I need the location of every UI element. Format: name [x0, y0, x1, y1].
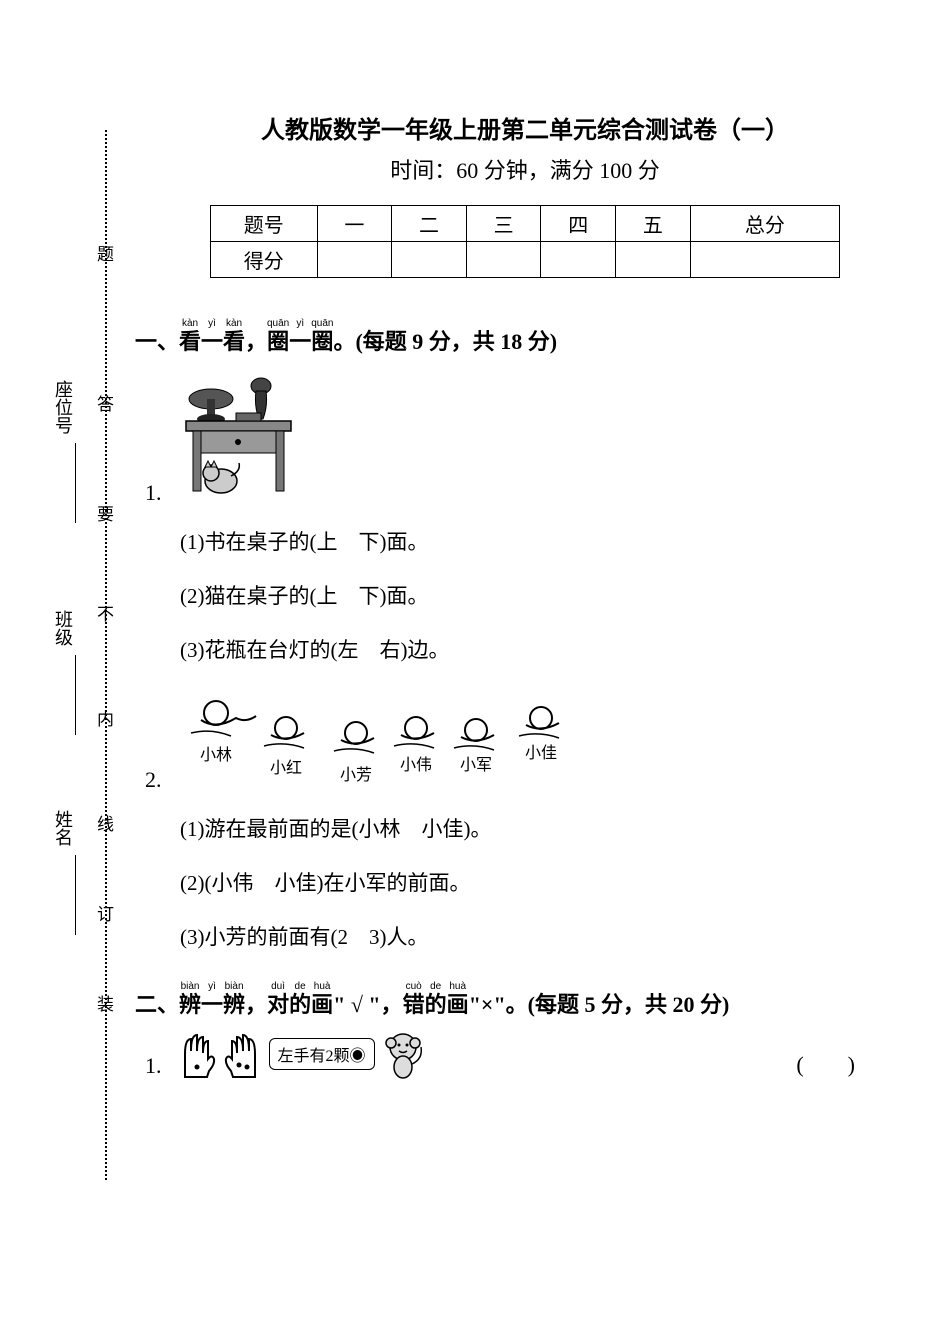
section1-tail: 。(每题 9 分，共 18 分): [333, 324, 557, 356]
swimmers-illustration-wrap: 小林 小红 小芳 小伟 小军 小佳: [186, 688, 586, 793]
cell-label-qnum: 题号: [211, 206, 318, 242]
swimmer-label-5: 小军: [459, 756, 491, 774]
table-row: 题号 一 二 三 四 五 总分: [211, 206, 840, 242]
marker-zhuang: 装: [97, 990, 114, 1015]
swimmer-label-2: 小红: [269, 759, 301, 777]
cell-col3: 三: [466, 206, 541, 242]
section2-heading: 二、 辨biàn一yì辨biàn，对duì的de画huà " √ "， 错cuò…: [135, 981, 915, 1019]
section2-q1: 1. 左手有2颗◉ ( ): [145, 1029, 915, 1079]
section1-q1: 1.: [145, 371, 915, 664]
exam-title: 人教版数学一年级上册第二单元综合测试卷（一）: [135, 110, 915, 145]
section1-number: 一、: [135, 324, 179, 356]
marker-da: 答: [97, 390, 114, 415]
cell-col5: 五: [616, 206, 691, 242]
monkey-icon: [381, 1029, 426, 1079]
label-name: 姓名: [53, 810, 73, 846]
swimmer-label-4: 小伟: [399, 756, 431, 774]
swimmer-5-icon: [454, 719, 494, 750]
q2-number: 2.: [145, 767, 162, 793]
answer-paren: ( ): [796, 1047, 855, 1079]
score-table: 题号 一 二 三 四 五 总分 得分: [210, 205, 840, 278]
section1-ruby-group: 看kàn一yì看kàn，圈quān一yì圈quān: [179, 318, 333, 356]
label-seat: 座位号: [53, 380, 73, 434]
hand-right-icon: [223, 1029, 263, 1079]
field-name: 姓名: [50, 810, 76, 935]
underline-name: [75, 855, 76, 935]
q2-sub1: (1)游在最前面的是(小林 小佳)。: [180, 813, 915, 843]
section1-heading: 一、 看kàn一yì看kàn，圈quān一yì圈quān 。(每题 9 分，共 …: [135, 318, 915, 356]
cell-col2: 二: [392, 206, 467, 242]
section1-q2: 2.: [145, 688, 915, 951]
binding-dotted-line: [105, 130, 107, 1180]
exam-subtitle: 时间：60 分钟，满分 100 分: [135, 153, 915, 185]
swimmer-2-icon: [264, 717, 304, 748]
cell-blank: [541, 242, 616, 278]
cell-col1: 一: [317, 206, 392, 242]
swimmer-label-1: 小林: [199, 746, 231, 764]
swimmer-label-6: 小佳: [524, 744, 556, 762]
marker-xian: 线: [97, 810, 114, 835]
swimmer-4-icon: [394, 717, 434, 748]
q2-sub3: (3)小芳的前面有(2 3)人。: [180, 921, 915, 951]
speech-bubble: 左手有2颗◉: [269, 1038, 375, 1070]
cell-label-score: 得分: [211, 242, 318, 278]
table-row: 得分: [211, 242, 840, 278]
q1-sub1: (1)书在桌子的(上 下)面。: [180, 526, 915, 556]
section2-number: 二、: [135, 987, 179, 1019]
swimmer-label-3: 小芳: [339, 766, 371, 784]
cell-blank: [317, 242, 392, 278]
cell-blank: [690, 242, 839, 278]
swimmer-3-icon: [334, 722, 374, 753]
q2-subquestions: (1)游在最前面的是(小林 小佳)。 (2)(小伟 小佳)在小军的前面。 (3)…: [180, 813, 915, 951]
cell-col4: 四: [541, 206, 616, 242]
q2-sub2: (2)(小伟 小佳)在小军的前面。: [180, 867, 915, 897]
q1-number: 1.: [145, 480, 162, 506]
swimmer-6-icon: [519, 707, 559, 738]
label-class: 班级: [53, 610, 73, 646]
q1-subquestions: (1)书在桌子的(上 下)面。 (2)猫在桌子的(上 下)面。 (3)花瓶在台灯…: [180, 526, 915, 664]
s2-q1-number: 1.: [145, 1053, 162, 1079]
section2-ruby-group2: 错cuò的de画huà: [403, 981, 469, 1019]
cell-blank: [392, 242, 467, 278]
q1-sub3: (3)花瓶在台灯的(左 右)边。: [180, 634, 915, 664]
cell-total: 总分: [690, 206, 839, 242]
q1-sub2: (2)猫在桌子的(上 下)面。: [180, 580, 915, 610]
marker-bu: 不: [97, 600, 114, 625]
cell-blank: [466, 242, 541, 278]
marker-ti: 题: [97, 240, 114, 265]
marker-nei: 内: [97, 705, 114, 730]
marker-yao: 要: [97, 500, 114, 525]
cell-blank: [616, 242, 691, 278]
binding-margin: 题 答 要 不 内 线 订 装 座位号 班级 姓名: [30, 130, 120, 1180]
swimmer-1-icon: [191, 701, 256, 736]
hands-illustration: 左手有2颗◉: [177, 1029, 426, 1079]
underline-seat: [75, 443, 76, 523]
desk-illustration: [181, 371, 296, 506]
marker-ding: 订: [97, 900, 114, 925]
field-class: 班级: [50, 610, 76, 735]
hand-left-icon: [177, 1029, 217, 1079]
section2-tail: "×"。(每题 5 分，共 20 分): [469, 987, 730, 1019]
section2-ruby-group1: 辨biàn一yì辨biàn，对duì的de画huà: [179, 981, 333, 1019]
page-content: 人教版数学一年级上册第二单元综合测试卷（一） 时间：60 分钟，满分 100 分…: [135, 110, 915, 1079]
section2-mid: " √ "，: [333, 987, 403, 1019]
underline-class: [75, 655, 76, 735]
field-seat-number: 座位号: [50, 380, 76, 523]
